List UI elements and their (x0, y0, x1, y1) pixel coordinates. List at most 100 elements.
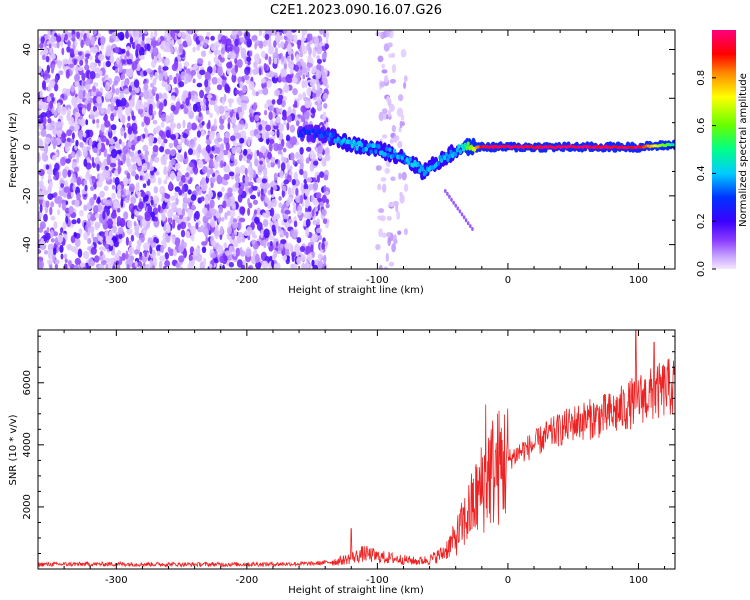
spectrogram-cell (137, 108, 144, 115)
spectrogram-cell (448, 194, 451, 199)
spectrogram-cell (56, 195, 63, 204)
spectrogram-cell (141, 33, 145, 42)
spectrogram-cell (92, 119, 96, 124)
spectrogram-cell (201, 121, 205, 126)
spectrogram-cell (50, 92, 54, 98)
spectrogram-cell (208, 159, 214, 169)
spectrogram-cell (45, 200, 50, 208)
spectrogram-cell (242, 85, 247, 94)
spectrogram-cell (112, 225, 117, 234)
spectrogram-cell (377, 55, 384, 63)
spectrogram-cell (316, 70, 322, 79)
y-tick-label: 20 (22, 92, 33, 105)
spectrogram-cell (154, 126, 161, 134)
spectrogram-cell (158, 102, 164, 111)
spectrogram-cell (221, 186, 225, 192)
spectrogram-y-ticks: -40 -20 0 20 40 (22, 43, 675, 270)
spectrogram-cell (57, 59, 62, 69)
spectrogram-cell (290, 53, 294, 61)
spectrogram-cell (110, 124, 117, 131)
spectrogram-cell (239, 164, 247, 174)
spectrogram-cell (239, 137, 245, 144)
spectrogram-cell (226, 61, 233, 69)
spectrogram-cell (74, 237, 81, 248)
spectrogram-cell (312, 79, 318, 84)
spectrogram-cell (121, 114, 126, 125)
spectrogram-signal (355, 146, 359, 151)
x-tick-label: -200 (236, 275, 259, 286)
spectrogram-cell (185, 179, 189, 184)
spectrogram-cell (165, 233, 169, 243)
spectrogram-cell (255, 91, 259, 97)
spectrogram-cell (127, 115, 131, 122)
spectrogram-cell (268, 143, 273, 152)
spectrogram-cell (176, 207, 183, 216)
spectrogram-cell (70, 138, 75, 144)
spectrogram-cell (150, 199, 154, 206)
spectrogram-cell (89, 129, 93, 138)
spectrogram-cell (251, 230, 256, 239)
spectrogram-cell (69, 48, 75, 58)
spectrogram-cell (260, 145, 267, 154)
spectrogram-cell (188, 91, 192, 101)
spectrogram-cell (239, 37, 245, 43)
spectrogram-cell (286, 30, 293, 39)
spectrogram-cell (64, 258, 68, 263)
spectrogram-cell (43, 250, 49, 255)
spectrogram-cell (312, 199, 319, 206)
spectrogram-signal (368, 142, 372, 148)
spectrogram-cell (208, 186, 212, 195)
spectrogram-cell (295, 187, 299, 196)
spectrogram-cell (167, 246, 171, 253)
spectrogram-cell (38, 131, 41, 137)
spectrogram-cell (74, 39, 78, 48)
spectrogram-cell (276, 31, 280, 37)
spectrogram-cell (278, 94, 284, 100)
spectrogram-cell (224, 43, 228, 52)
spectrogram-cell (157, 37, 161, 43)
spectrogram-cell (93, 147, 98, 154)
spectrogram-cell (128, 246, 135, 255)
spectrogram-cell (108, 138, 115, 145)
spectrogram-cell (234, 181, 239, 189)
spectrogram-cell (171, 234, 176, 244)
spectrogram-cell (196, 82, 203, 88)
spectrogram-cell (293, 171, 298, 181)
spectrogram-cell (288, 218, 293, 224)
spectrogram-cell (105, 263, 109, 269)
spectrogram-cell (276, 128, 280, 138)
y-tick-label: 40 (22, 43, 33, 56)
spectrogram-cell (188, 259, 195, 267)
spectrogram-cell (460, 212, 464, 217)
spectrogram-cell (209, 199, 215, 209)
spectrogram-cell (209, 100, 216, 106)
spectrogram-cell (183, 151, 188, 160)
spectrogram-cell (247, 136, 251, 147)
spectrogram-cell (197, 159, 204, 169)
spectrogram-cell (321, 52, 327, 60)
spectrogram-cell (76, 31, 80, 39)
y-tick-label: 2000 (22, 494, 33, 519)
spectrogram-cell (250, 194, 256, 200)
spectrogram-cell (294, 100, 298, 108)
spectrogram-cell (323, 103, 328, 109)
spectrogram-cell (154, 55, 158, 64)
spectrogram-cell (127, 126, 133, 135)
spectrogram-cell (131, 213, 135, 219)
spectrogram-cell (62, 221, 67, 230)
spectrogram-cell (163, 179, 168, 185)
spectrogram-cell (266, 80, 272, 88)
spectrogram-cell (93, 205, 99, 214)
spectrogram-cell (287, 42, 292, 52)
spectrogram-cell (275, 30, 282, 33)
spectrogram-cell (224, 83, 230, 93)
spectrogram-cell (112, 265, 116, 269)
spectrogram-cell (301, 67, 308, 74)
spectrogram-cell (309, 33, 313, 41)
spectrogram-cell (208, 263, 213, 269)
spectrogram-cell (76, 155, 80, 164)
spectrogram-cell (382, 183, 387, 193)
spectrogram-cell (291, 179, 296, 186)
spectrogram-signal (385, 146, 389, 152)
spectrogram-cell (262, 40, 267, 47)
